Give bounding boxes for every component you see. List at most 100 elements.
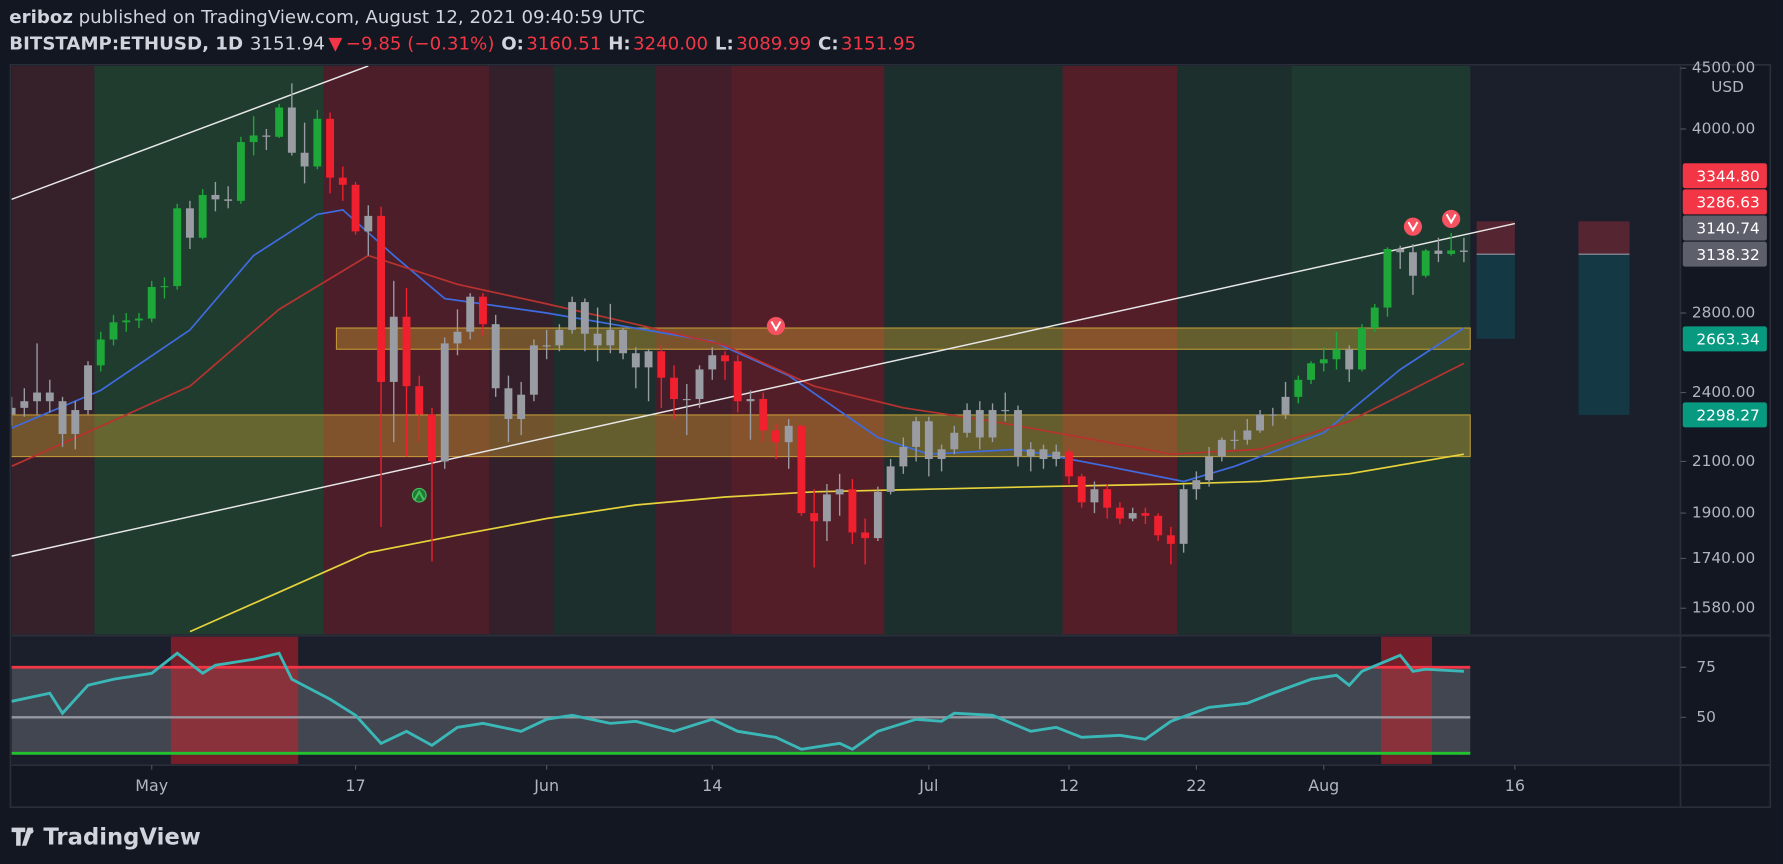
candle-body	[173, 208, 182, 287]
candle-body	[517, 394, 526, 420]
candle-body	[147, 286, 156, 319]
last-price: 3151.94	[250, 33, 325, 54]
x-tick-label: 22	[1186, 776, 1206, 795]
rsi-layer	[11, 636, 1471, 764]
candle-body	[975, 410, 984, 438]
candle-body	[746, 399, 755, 402]
x-tick-label: Aug	[1308, 776, 1339, 795]
candle-body	[924, 421, 933, 459]
background-zone	[884, 65, 1063, 635]
price-zone	[335, 327, 1471, 350]
open-value: 3160.51	[526, 33, 601, 54]
candle-body	[1230, 439, 1239, 441]
candle-body	[313, 118, 322, 167]
candle-body	[1192, 480, 1201, 490]
price-tag	[1682, 215, 1767, 241]
background-zone	[553, 65, 655, 635]
low-value: 3089.99	[736, 33, 811, 54]
candle-body	[1077, 476, 1086, 503]
candle-body	[415, 386, 424, 415]
rsi-overbought-zone	[1381, 636, 1433, 764]
close-value: 3151.95	[841, 33, 916, 54]
low-label: L:	[715, 33, 734, 54]
sell-signal	[1442, 209, 1461, 229]
candle-body	[58, 401, 67, 434]
candle-body	[555, 329, 564, 346]
signal-chevron	[770, 321, 782, 332]
candle-body	[1319, 359, 1328, 364]
signal-chevron	[1445, 213, 1457, 225]
candle-body	[1256, 414, 1265, 431]
candle-body	[84, 365, 92, 411]
candle-body	[249, 135, 258, 143]
change: −9.85 (−0.31%)	[346, 33, 495, 54]
x-tick-label: 17	[345, 776, 365, 795]
price-tag-label: 3138.32	[1696, 246, 1759, 264]
background-zone	[654, 65, 732, 635]
y-tick-label: 4500.00	[1692, 59, 1755, 77]
y-tick-label: 2400.00	[1692, 383, 1755, 401]
candle-body	[1154, 515, 1163, 536]
high-label: H:	[608, 33, 630, 54]
candle-body	[708, 355, 717, 370]
candle-body	[224, 199, 233, 201]
signal-chevron	[1407, 221, 1419, 233]
candle-body	[988, 410, 997, 438]
candle-body	[11, 407, 16, 415]
price-tag-label: 2663.34	[1696, 330, 1759, 348]
candle-body	[1014, 410, 1022, 457]
candle-body	[478, 296, 487, 325]
logo-icon	[11, 827, 34, 846]
candle-body	[593, 333, 602, 346]
rsi-tick-label: 50	[1696, 708, 1716, 726]
price-tag	[1682, 189, 1767, 215]
moving-average	[11, 208, 1465, 483]
candle-body	[568, 302, 577, 330]
candle-body	[453, 331, 462, 344]
candle-body	[1128, 513, 1137, 519]
main-layer	[11, 65, 1630, 635]
candle-body	[1065, 451, 1073, 477]
candle-body	[1281, 396, 1290, 415]
y-tick-label: 2100.00	[1692, 452, 1755, 470]
candle-body	[45, 392, 54, 402]
position-reward	[1476, 254, 1515, 339]
price-zone	[11, 414, 1471, 458]
moving-average	[189, 453, 1465, 633]
candle-body	[1001, 410, 1010, 412]
candle-body	[338, 177, 347, 185]
candle-body	[695, 369, 704, 400]
candle-body	[822, 494, 831, 522]
candle-body	[428, 414, 436, 462]
candle-body	[402, 316, 411, 387]
candle-body	[1396, 248, 1405, 253]
candle-body	[109, 322, 118, 340]
close-label: C:	[818, 33, 839, 54]
trend-line	[11, 222, 1516, 557]
y-tick-label: 1900.00	[1692, 504, 1755, 522]
candle-body	[1345, 349, 1354, 370]
candle-body	[1052, 451, 1061, 459]
candle-body	[810, 513, 819, 522]
candle-body	[772, 430, 780, 443]
candle-body	[721, 355, 729, 362]
x-tick-label: Jul	[918, 776, 938, 795]
x-tick-label: 12	[1059, 776, 1079, 795]
candle-body	[1383, 248, 1392, 308]
sell-signal	[1403, 217, 1423, 236]
candle-body	[529, 345, 538, 395]
header-line-1: eriboz published on TradingView.com, Augu…	[9, 7, 645, 28]
candle-body	[759, 399, 768, 431]
candle-body	[619, 329, 628, 354]
candle-body	[1141, 513, 1150, 516]
high-value: 3240.00	[633, 33, 708, 54]
published: published on TradingView.com, August 12,…	[79, 7, 645, 28]
price-tag	[1682, 163, 1767, 189]
candle-body	[1166, 535, 1175, 544]
logo-dot	[28, 828, 34, 834]
position-reward	[1578, 254, 1630, 415]
candle-body	[1205, 456, 1214, 481]
